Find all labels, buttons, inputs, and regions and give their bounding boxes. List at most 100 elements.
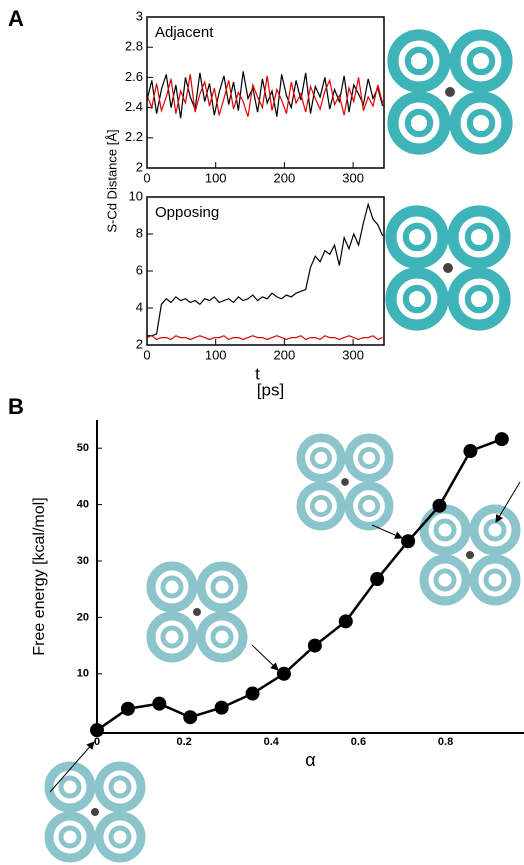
y-axis-label: S-Cd Distance [Å] — [104, 129, 119, 232]
cadmium-ion — [443, 263, 453, 273]
data-point — [432, 498, 447, 513]
protein-structure — [44, 761, 146, 863]
helix-bundle — [466, 108, 496, 138]
data-point — [214, 700, 229, 715]
x-tick-label: 0 — [143, 347, 150, 362]
y-tick-label: 8 — [136, 225, 143, 240]
helix-bundle — [404, 46, 434, 76]
arrow — [495, 481, 521, 523]
panel-letter: A — [8, 6, 24, 31]
helix-bundle — [160, 575, 184, 599]
y-tick-label: 50 — [77, 442, 89, 454]
helix-bundle — [58, 825, 82, 849]
panel-annotation: Opposing — [155, 204, 219, 221]
y-tick-label: 2 — [136, 336, 143, 351]
y-tick-label: 30 — [77, 555, 89, 567]
helix-bundle — [296, 481, 346, 531]
y-tick-label: 10 — [129, 188, 143, 203]
arrow — [371, 524, 403, 539]
y-axis-label: Free energy [kcal/mol] — [31, 497, 48, 655]
panel-letter: B — [8, 394, 24, 419]
helix-bundle — [464, 222, 494, 252]
y-tick-label: 2.2 — [125, 129, 143, 144]
arrow — [251, 644, 279, 671]
helix-bundle — [210, 625, 234, 649]
helix-bundle — [402, 222, 432, 252]
y-tick-label: 40 — [77, 499, 89, 511]
panel-annotation: Adjacent — [155, 24, 214, 41]
x-tick-label: 0.8 — [438, 736, 453, 748]
x-axis-label: α — [305, 750, 315, 770]
helix-bundle — [404, 108, 434, 138]
y-tick-label: 6 — [136, 262, 143, 277]
helix-bundle — [469, 504, 521, 556]
cadmium-ion — [466, 551, 474, 559]
data-point — [245, 686, 260, 701]
cadmium-ion — [193, 608, 201, 616]
data-point — [276, 666, 291, 681]
protein-structure — [387, 29, 513, 155]
x-tick-label: 200 — [274, 347, 296, 362]
plot-frame — [146, 196, 385, 346]
helix-bundle — [469, 554, 521, 606]
helix-bundle — [433, 518, 457, 542]
helix-bundle — [357, 494, 381, 518]
x-axis-label: t — [255, 364, 260, 383]
helix-bundle — [210, 575, 234, 599]
protein-structure — [385, 205, 511, 331]
x-tick-label: 300 — [342, 170, 364, 185]
helix-bundle — [196, 561, 248, 613]
protein-structure — [146, 561, 248, 663]
helix-bundle — [160, 625, 184, 649]
x-tick-label: 100 — [205, 170, 227, 185]
helix-bundle — [402, 284, 432, 314]
helix-bundle — [296, 433, 346, 483]
helix-bundle — [447, 205, 511, 269]
cadmium-ion — [445, 87, 455, 97]
data-point — [401, 534, 416, 549]
y-tick-label: 4 — [136, 299, 143, 314]
helix-bundle — [44, 811, 96, 863]
data-point — [463, 444, 478, 459]
y-tick-label: 20 — [77, 611, 89, 623]
helix-bundle — [449, 91, 513, 155]
helix-bundle — [108, 825, 132, 849]
cadmium-ion — [341, 478, 349, 486]
y-tick-label: 3 — [136, 8, 143, 23]
x-tick-label: 0 — [94, 736, 100, 748]
data-point — [120, 701, 135, 716]
x-tick-label: 0.4 — [264, 736, 280, 748]
data-point — [370, 572, 385, 587]
helix-bundle — [419, 554, 471, 606]
data-point — [494, 432, 509, 447]
helix-bundle — [466, 46, 496, 76]
data-line — [147, 74, 384, 117]
data-point — [183, 710, 198, 725]
helix-bundle — [385, 205, 449, 269]
helix-bundle — [449, 29, 513, 93]
helix-bundle — [146, 611, 198, 663]
x-tick-label: 0.6 — [351, 736, 366, 748]
x-tick-label: 300 — [342, 347, 364, 362]
y-tick-label: 2 — [136, 159, 143, 174]
arrow — [49, 741, 95, 793]
helix-bundle — [108, 775, 132, 799]
helix-bundle — [344, 433, 394, 483]
helix-bundle — [385, 267, 449, 331]
data-point — [338, 614, 353, 629]
x-axis-unit: [ps] — [257, 380, 284, 399]
x-tick-label: 100 — [205, 347, 227, 362]
helix-bundle — [44, 761, 96, 813]
helix-bundle — [344, 481, 394, 531]
y-tick-label: 2.8 — [125, 39, 143, 54]
helix-bundle — [483, 518, 507, 542]
protein-structure — [419, 504, 521, 606]
y-tick-label: 2.4 — [125, 99, 143, 114]
helix-bundle — [309, 446, 333, 470]
data-line — [147, 202, 384, 337]
helix-bundle — [309, 494, 333, 518]
plot-frame — [146, 16, 385, 169]
data-point — [152, 696, 167, 711]
helix-bundle — [58, 775, 82, 799]
